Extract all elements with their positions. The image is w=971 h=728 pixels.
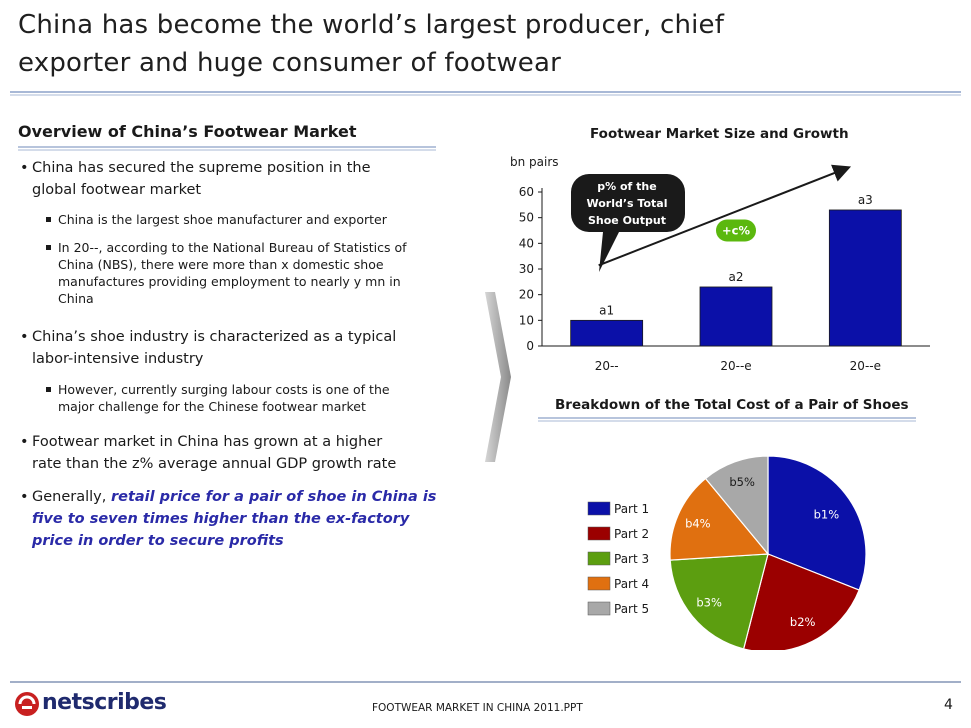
sub-bullet-3: However, currently surging labour costs … (46, 381, 446, 415)
footer-divider (10, 681, 961, 683)
sub-bullet-2-line2: China (NBS), there were more than x dome… (58, 257, 384, 272)
callout-text: Shoe Output (588, 214, 666, 227)
sub-bullet-3-line1: However, currently surging labour costs … (58, 382, 390, 397)
bar-chart-title: Footwear Market Size and Growth (590, 126, 849, 142)
bar-data-label: a2 (729, 270, 744, 284)
brand-name: netscribes (42, 690, 167, 715)
slide-title: China has become the world’s largest pro… (18, 6, 918, 82)
growth-arrow (598, 164, 852, 267)
pie-slice (669, 477, 770, 561)
bullet-1: • China has secured the supreme position… (20, 157, 460, 201)
legend-label: Part 5 (614, 602, 649, 616)
sub-bullet-2: In 20--, according to the National Burea… (46, 239, 446, 307)
bullet-4: • Generally, retail price for a pair of … (20, 486, 460, 552)
bullet-4-prefix: Generally, (32, 489, 111, 505)
bullet-2: • China’s shoe industry is characterized… (20, 326, 460, 370)
bullet-4-emphasis-3: price in order to secure profits (32, 533, 284, 549)
sub-bullet-1-line1: China is the largest shoe manufacturer a… (58, 212, 387, 227)
y-tick-label: 10 (519, 313, 534, 327)
legend-label: Part 1 (614, 502, 649, 516)
bullet-dot: • (20, 329, 29, 345)
x-tick-label: 20--e (720, 359, 751, 373)
bar-chart: bn pairs 0 10 20 30 40 50 60 a1 20-- a2 20--e a3 20-… (510, 155, 930, 373)
legend-swatch (587, 501, 611, 516)
footer-file-name: FOOTWEAR MARKET IN CHINA 2011.PPT (372, 702, 583, 714)
x-tick-label: 20-- (595, 359, 619, 373)
sub-bullet-square (46, 217, 51, 222)
slide-title-line1: China has become the world’s largest pro… (18, 10, 725, 40)
bullet-dot: • (20, 434, 29, 450)
legend-swatch (587, 526, 611, 541)
legend-swatch (587, 551, 611, 566)
overview-heading: Overview of China’s Footwear Market (18, 122, 357, 141)
sub-bullet-square (46, 245, 51, 250)
pie-slice (704, 455, 769, 556)
callout-text: World’s Total (587, 197, 668, 210)
sub-bullet-2-line1: In 20--, according to the National Burea… (58, 240, 407, 255)
y-tick-label: 30 (519, 262, 534, 276)
overview-heading-underline (18, 146, 436, 151)
pie-slice (742, 553, 860, 650)
pie-chart: Part 1 Part 2 Part 3 Part 4 Part 5 b1% b2% b3%… (587, 455, 867, 650)
y-tick-label: 40 (519, 236, 534, 250)
y-axis-unit-label: bn pairs (510, 155, 559, 169)
pie-slice (767, 455, 867, 591)
legend-label: Part 2 (614, 527, 649, 541)
title-divider (10, 91, 961, 96)
legend-swatch (587, 576, 611, 591)
bullet-dot: • (20, 160, 29, 176)
sub-bullet-2-line4: China (58, 291, 94, 306)
callout-text: p% of the (597, 180, 656, 193)
bullet-4-emphasis-2: five to seven times higher than the ex-f… (32, 511, 410, 527)
pie-data-label: b2% (790, 615, 816, 629)
slide-title-line2: exporter and huge consumer of footwear (18, 48, 562, 78)
pie-data-label: b1% (814, 507, 840, 521)
bar (828, 209, 902, 347)
sub-bullet-3-line2: major challenge for the Chinese footwear… (58, 399, 366, 414)
y-tick-label: 60 (519, 185, 534, 199)
bullet-1-line2: global footwear market (32, 182, 202, 198)
netscribes-logo: netscribes (10, 688, 167, 722)
bullet-dot: • (20, 489, 29, 505)
y-tick-label: 50 (519, 211, 534, 225)
bar (699, 286, 773, 347)
bullet-2-line2: labor-intensive industry (32, 351, 204, 367)
bullet-1-line1: China has secured the supreme position i… (32, 160, 371, 176)
legend-label: Part 3 (614, 552, 649, 566)
growth-badge (716, 219, 756, 242)
bullet-4-line1: Generally, retail price for a pair of sh… (20, 486, 460, 508)
bullet-4-emphasis-1: retail price for a pair of shoe in China… (110, 489, 437, 505)
growth-badge-label: +c% (722, 224, 750, 238)
pie-data-label: b3% (696, 596, 722, 610)
sub-bullet-1: China is the largest shoe manufacturer a… (46, 211, 446, 228)
callout-bubble (571, 174, 685, 272)
bullet-3-line1: Footwear market in China has grown at a … (32, 434, 383, 450)
pie-chart-title: Breakdown of the Total Cost of a Pair of… (555, 397, 909, 413)
y-tick-label: 20 (519, 288, 534, 302)
bullet-3: • Footwear market in China has grown at … (20, 431, 460, 475)
netscribes-logo-mark (15, 692, 39, 716)
bullet-2-line1: China’s shoe industry is characterized a… (32, 329, 397, 345)
sub-bullet-square (46, 387, 51, 392)
pie-slice (669, 553, 769, 650)
legend-swatch (587, 601, 611, 616)
pie-data-label: b4% (685, 517, 711, 531)
chevron-arrow-icon (485, 292, 511, 462)
bar-data-label: a1 (599, 303, 614, 317)
sub-bullet-2-line3: manufactures providing employment to nea… (58, 274, 401, 289)
x-tick-label: 20--e (850, 359, 881, 373)
pie-data-label: b5% (729, 475, 755, 489)
bar-data-label: a3 (858, 193, 873, 207)
bar (570, 319, 644, 347)
page-number: 4 (944, 697, 953, 713)
legend-label: Part 4 (614, 577, 649, 591)
y-tick-label: 0 (526, 339, 534, 353)
bullet-3-line2: rate than the z% average annual GDP grow… (32, 456, 397, 472)
pie-title-underline (538, 417, 916, 422)
